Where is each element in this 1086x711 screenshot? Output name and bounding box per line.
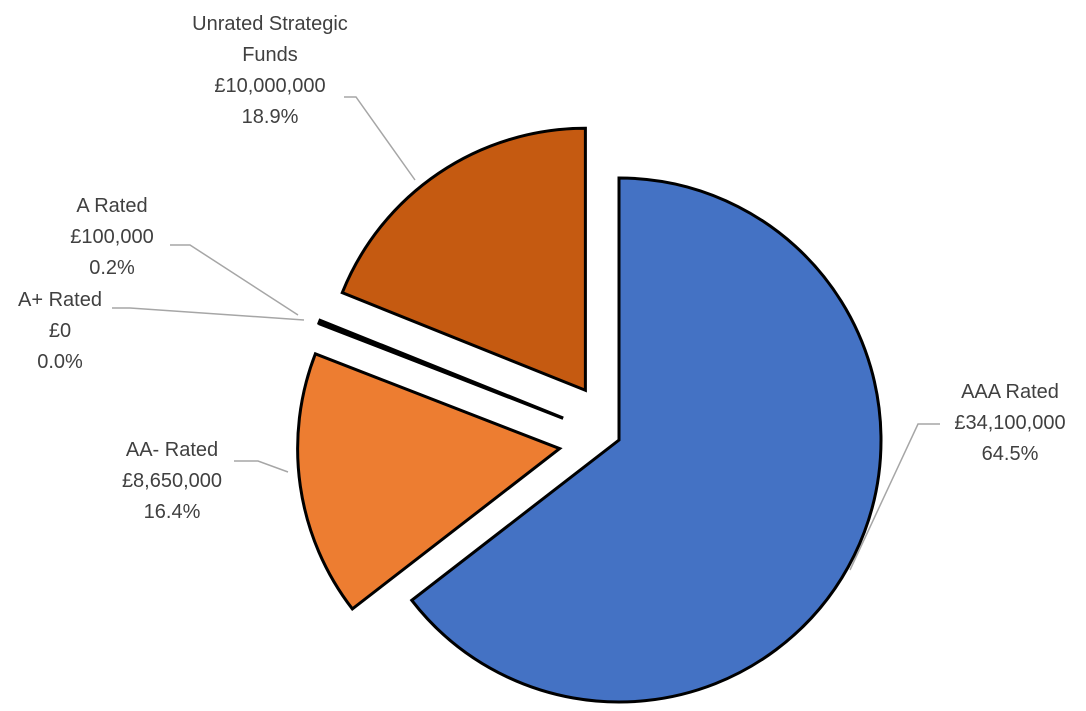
pie-slice-a-rated bbox=[316, 318, 564, 420]
data-label-aaa-rated-value: £34,100,000 bbox=[954, 412, 1065, 434]
data-label-aa-rated-value: £8,650,000 bbox=[122, 470, 222, 492]
data-label-a-rated-percent: 0.0% bbox=[37, 351, 83, 373]
data-label-a-rated-name: A Rated bbox=[76, 195, 147, 217]
pie-slice-aaa-rated bbox=[409, 176, 883, 704]
data-label-aaa-rated-name: AAA Rated bbox=[961, 381, 1059, 403]
data-label-aa-rated-percent: 16.4% bbox=[144, 501, 201, 523]
data-label-unrated-strategic-funds-name2: Funds bbox=[242, 44, 298, 66]
leader-line-aa-rated bbox=[234, 460, 289, 473]
leader-line-unrated-strategic-funds bbox=[344, 96, 416, 181]
data-label-a-rated-value: £100,000 bbox=[70, 226, 153, 248]
data-label-unrated-strategic-funds-value: £10,000,000 bbox=[214, 75, 325, 97]
pie-slice-aa-rated bbox=[296, 351, 563, 612]
leader-line-a-rated bbox=[170, 244, 299, 316]
data-label-a-rated: A+ Rated £0 0.0% bbox=[18, 289, 102, 373]
data-label-a-rated-percent: 0.2% bbox=[89, 257, 135, 279]
data-label-a-rated-name: A+ Rated bbox=[18, 289, 102, 311]
data-label-unrated-strategic-funds: Unrated Strategic Funds £10,000,000 18.9% bbox=[192, 13, 348, 128]
data-label-unrated-strategic-funds-percent: 18.9% bbox=[242, 106, 299, 128]
data-label-a-rated-value: £0 bbox=[49, 320, 71, 342]
leader-line-a-rated bbox=[112, 307, 305, 321]
data-label-a-rated: A Rated £100,000 0.2% bbox=[70, 195, 153, 279]
leader-line-aaa-rated bbox=[849, 423, 940, 571]
data-label-unrated-strategic-funds-name: Unrated Strategic bbox=[192, 13, 348, 35]
data-label-aa-rated: AA- Rated £8,650,000 16.4% bbox=[122, 439, 222, 523]
pie-slice-unrated-strategic-funds bbox=[340, 126, 587, 393]
data-label-aaa-rated-percent: 64.5% bbox=[982, 443, 1039, 465]
data-label-aa-rated-name: AA- Rated bbox=[126, 439, 218, 461]
data-label-aaa-rated: AAA Rated £34,100,000 64.5% bbox=[954, 381, 1065, 465]
